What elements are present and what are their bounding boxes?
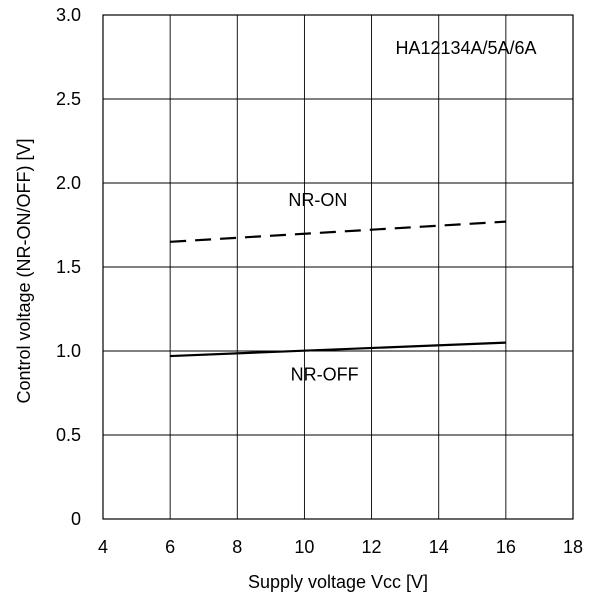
x-tick-label: 4 — [98, 537, 108, 557]
y-axis-label: Control voltage (NR-ON/OFF) [V] — [14, 138, 34, 403]
y-tick-label: 0.5 — [56, 425, 81, 445]
series-layer: NR-ON NR-OFF — [170, 190, 506, 385]
x-tick-label: 6 — [165, 537, 175, 557]
x-tick-labels: 4 6 8 10 12 14 16 18 — [98, 537, 583, 557]
y-tick-label: 2.0 — [56, 173, 81, 193]
x-tick-label: 14 — [429, 537, 449, 557]
series-label-nr-on: NR-ON — [288, 190, 347, 210]
x-axis-label: Supply voltage Vcc [V] — [248, 572, 428, 592]
y-tick-label: 0 — [71, 509, 81, 529]
x-tick-label: 18 — [563, 537, 583, 557]
plot-frame — [102, 14, 574, 520]
y-tick-label: 1.0 — [56, 341, 81, 361]
series-line-nr-on — [170, 220, 506, 243]
series-line-nr-off — [170, 341, 506, 358]
y-tick-label: 2.5 — [56, 89, 81, 109]
grid — [103, 15, 573, 519]
y-tick-labels: 0 0.5 1.0 1.5 2.0 2.5 3.0 — [56, 5, 81, 529]
x-tick-label: 10 — [294, 537, 314, 557]
y-tick-label: 3.0 — [56, 5, 81, 25]
series-label-nr-off: NR-OFF — [291, 365, 359, 385]
x-tick-label: 12 — [362, 537, 382, 557]
chart-annotation: HA12134A/5A/6A — [395, 38, 536, 58]
x-tick-label: 16 — [496, 537, 516, 557]
x-tick-label: 8 — [232, 537, 242, 557]
y-tick-label: 1.5 — [56, 257, 81, 277]
